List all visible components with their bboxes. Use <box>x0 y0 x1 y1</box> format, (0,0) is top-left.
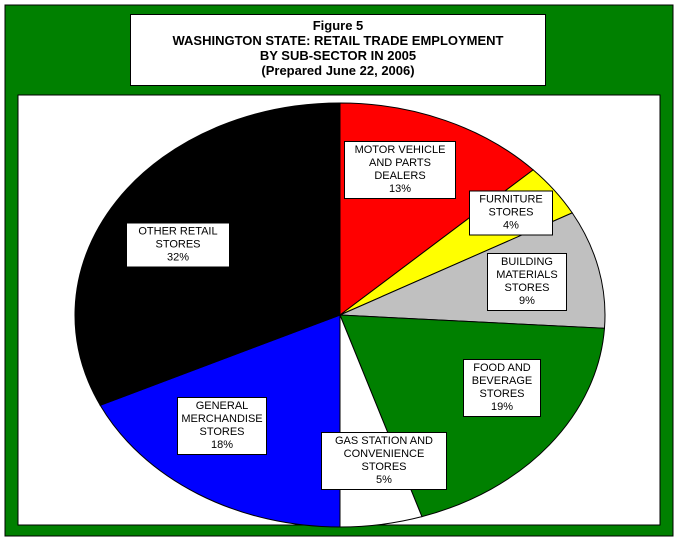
value-label: 9% <box>519 295 535 307</box>
value-label: 5% <box>376 474 392 486</box>
category-label: GAS STATION AND CONVENIENCE STORES <box>335 435 433 473</box>
slice-label: FURNITURE STORES 4% <box>469 190 553 236</box>
category-label: GENERAL MERCHANDISE STORES <box>181 400 263 438</box>
value-label: 4% <box>503 219 519 232</box>
value-label: 32% <box>166 251 190 264</box>
category-label: FURNITURE STORES <box>479 193 543 219</box>
value-label: 13% <box>388 183 412 195</box>
title-line: Figure 5 <box>312 18 364 33</box>
category-label: BUILDING MATERIALS STORES <box>496 256 558 294</box>
value-label: 18% <box>210 439 234 451</box>
title-line: (Prepared June 22, 2006) <box>261 63 415 78</box>
slice-label: OTHER RETAIL STORES 32% <box>126 222 230 268</box>
slice-label: GENERAL MERCHANDISE STORES 18% <box>177 397 267 455</box>
slice-label: MOTOR VEHICLE AND PARTS DEALERS 13% <box>344 141 456 199</box>
category-label: MOTOR VEHICLE AND PARTS DEALERS <box>354 144 446 182</box>
slice-label: GAS STATION AND CONVENIENCE STORES 5% <box>321 432 447 490</box>
title-line: BY SUB-SECTOR IN 2005 <box>259 48 417 63</box>
title-line: WASHINGTON STATE: RETAIL TRADE EMPLOYMEN… <box>172 33 504 48</box>
category-label: FOOD AND BEVERAGE STORES <box>471 362 533 400</box>
chart-title: Figure 5 WASHINGTON STATE: RETAIL TRADE E… <box>130 14 546 86</box>
slice-label: BUILDING MATERIALS STORES 9% <box>487 253 567 311</box>
value-label: 19% <box>490 401 514 413</box>
category-label: OTHER RETAIL STORES <box>138 225 218 251</box>
slice-label: FOOD AND BEVERAGE STORES 19% <box>463 359 541 417</box>
